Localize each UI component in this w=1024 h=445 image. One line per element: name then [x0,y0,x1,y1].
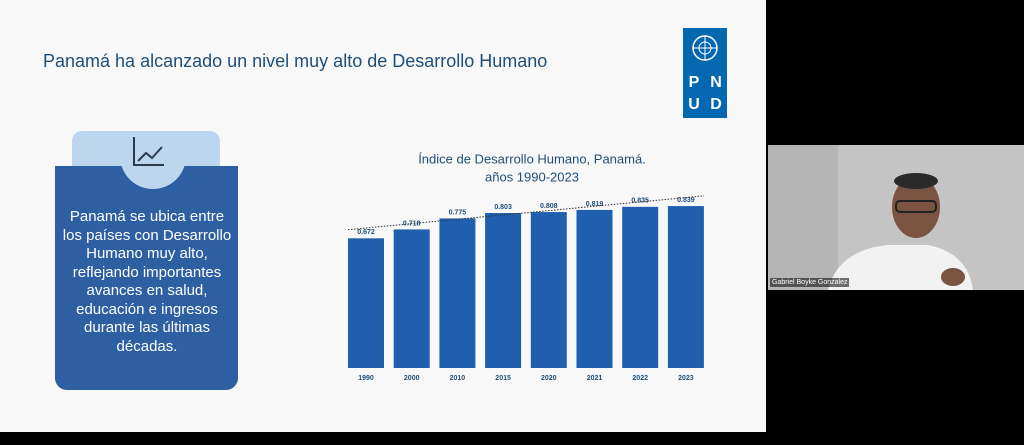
x-tick-label: 2021 [587,375,603,382]
logo-letter: P [688,74,700,91]
bar [576,209,613,368]
chart-title: Índice de Desarrollo Humano, Panamá. [418,151,646,166]
logo-letter: D [710,96,722,113]
x-tick-label: 2020 [541,375,557,382]
chart-subtitle: años 1990-2023 [485,169,579,184]
info-card [55,166,238,390]
slide: Panamá ha alcanzado un nivel muy alto de… [0,0,766,432]
x-tick-label: 2010 [450,375,466,382]
logo-letter: U [688,96,700,113]
un-emblem [692,35,718,61]
chart-icon [133,137,164,166]
undp-logo: P N U D [683,28,727,118]
x-tick-label: 2000 [404,375,420,382]
icon-circle [120,131,186,189]
data-label: 0.808 [540,203,558,210]
x-tick-label: 2015 [495,375,511,382]
bar [485,213,522,368]
bar [348,238,384,368]
x-tick-label: 2022 [632,375,648,382]
logo-letter: N [710,74,722,91]
data-label: 0.775 [449,209,467,216]
bar [622,206,659,368]
data-label: 0.835 [631,198,649,205]
bar [439,218,476,368]
data-label: 0.819 [586,201,604,208]
x-tick-label: 2023 [678,375,694,382]
bar [667,206,704,368]
data-label: 0.672 [357,229,375,236]
slide-title: Panamá ha alcanzado un nivel muy alto de… [43,51,548,71]
data-label: 0.839 [677,197,695,204]
data-label: 0.803 [494,204,512,211]
camera-image [768,145,1024,290]
x-tick-label: 1990 [358,375,374,382]
video-tile: Gabriel Boyke Gonzalez [768,145,1024,290]
card-text: Panamá se ubica entre los países con Des… [62,208,232,355]
bar [393,229,430,368]
trendline [347,195,704,231]
chart: Índice de Desarrollo Humano, Panamá. año… [347,151,704,382]
participant-name: Gabriel Boyke Gonzalez [770,278,850,287]
bar [530,212,567,368]
